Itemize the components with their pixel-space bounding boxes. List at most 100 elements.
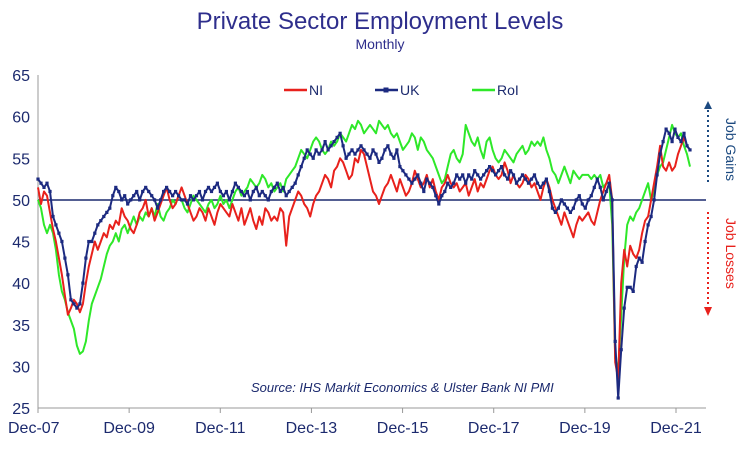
series-point-uk (162, 189, 166, 194)
series-point-uk (419, 181, 423, 185)
series-point-uk (398, 165, 402, 169)
series-point-uk (574, 198, 578, 202)
up-arrow-icon (704, 101, 712, 109)
legend-roi-label: RoI (497, 82, 519, 98)
series-point-uk (338, 131, 342, 135)
x-tick-label: Dec-09 (103, 420, 155, 437)
series-point-uk (452, 181, 456, 185)
series-point-uk (529, 177, 534, 181)
series-point-uk (215, 181, 219, 185)
series-point-uk (183, 198, 187, 202)
series-point-uk (625, 285, 629, 289)
series-point-uk (503, 173, 507, 177)
series-point-uk (117, 189, 121, 194)
series-point-uk (607, 181, 611, 185)
series-point-uk (461, 173, 465, 177)
series-point-uk (562, 202, 566, 206)
series-point-uk (446, 181, 450, 185)
series-point-uk (141, 189, 145, 194)
series-point-uk (425, 177, 429, 181)
series-point-uk (368, 156, 372, 160)
series-point-uk (114, 185, 118, 189)
series-point-uk (589, 194, 593, 198)
series-point-uk (359, 144, 363, 148)
series-point-uk (661, 140, 665, 144)
series-point-uk (99, 219, 103, 223)
series-point-uk (302, 156, 306, 160)
series-point-uk (39, 181, 43, 185)
series-point-uk (649, 214, 653, 219)
series-point-uk (401, 169, 405, 173)
series-point-uk (293, 181, 297, 185)
series-point-uk (57, 231, 61, 235)
series-point-uk (185, 202, 190, 206)
series-point-uk (272, 185, 276, 189)
series-point-uk (506, 177, 510, 181)
series-point-uk (156, 206, 160, 210)
series-point-uk (281, 185, 285, 189)
series-point-uk (547, 189, 551, 194)
series-point-uk (159, 198, 163, 202)
source-note: Source: IHS Markit Economics & Ulster Ba… (251, 380, 554, 395)
series-point-uk (455, 173, 459, 177)
series-point-uk (559, 198, 563, 202)
x-axis-ticks: Dec-07 Dec-09 Dec-11 Dec-13 Dec-15 Dec-17 Dec-… (8, 408, 702, 437)
series-point-uk (473, 169, 477, 173)
series-point-uk (550, 206, 554, 210)
series-point-uk (177, 194, 181, 198)
series-point-uk (227, 198, 231, 202)
series-layer (36, 119, 692, 400)
x-tick-label: Dec-19 (559, 420, 611, 437)
series-point-uk (583, 206, 587, 210)
series-point-uk (464, 181, 468, 185)
series-point-uk (395, 148, 399, 152)
series-point-uk (341, 144, 345, 148)
series-point-uk (278, 189, 282, 194)
series-point-uk (422, 189, 426, 194)
series-point-uk (308, 152, 312, 156)
series-point-uk (305, 148, 309, 152)
series-point-uk (224, 189, 228, 194)
series-point-uk (299, 165, 303, 169)
x-tick-label: Dec-15 (377, 420, 429, 437)
series-point-uk (628, 285, 632, 289)
series-point-uk (206, 185, 211, 189)
series-point-uk (45, 181, 49, 185)
series-point-uk (458, 177, 462, 181)
series-point-uk (380, 156, 384, 160)
y-tick-label: 50 (12, 193, 30, 210)
series-point-uk (230, 189, 234, 194)
series-point-uk (93, 231, 97, 235)
series-point-uk (251, 189, 255, 194)
series-point-uk (248, 198, 252, 202)
series-point-uk (344, 156, 348, 160)
series-point-uk (296, 173, 300, 177)
series-point-uk (500, 165, 504, 169)
series-point-uk (209, 189, 214, 194)
y-tick-label: 30 (12, 359, 30, 376)
series-point-uk (619, 348, 623, 352)
series-point-uk (652, 198, 656, 202)
series-point-uk (586, 198, 590, 202)
series-point-uk (485, 169, 489, 173)
series-point-uk (188, 194, 193, 198)
series-point-uk (194, 194, 199, 198)
series-point-uk (404, 173, 408, 177)
series-point-uk (362, 148, 366, 152)
series-point-uk (87, 239, 91, 244)
series-point-uk (676, 135, 680, 139)
down-arrow-icon (704, 307, 712, 316)
series-point-uk (347, 152, 351, 156)
series-point-uk (437, 202, 441, 206)
y-tick-label: 55 (12, 151, 30, 168)
series-point-uk (673, 127, 677, 131)
x-tick-label: Dec-07 (8, 420, 60, 437)
series-point-uk (392, 156, 396, 160)
series-point-uk (81, 281, 85, 285)
y-tick-label: 65 (12, 68, 30, 85)
legend-ni-label: NI (309, 82, 323, 98)
series-point-uk (517, 177, 522, 181)
series-point-uk (476, 173, 480, 177)
legend: NI UK RoI (284, 82, 519, 98)
series-point-uk (63, 256, 67, 260)
